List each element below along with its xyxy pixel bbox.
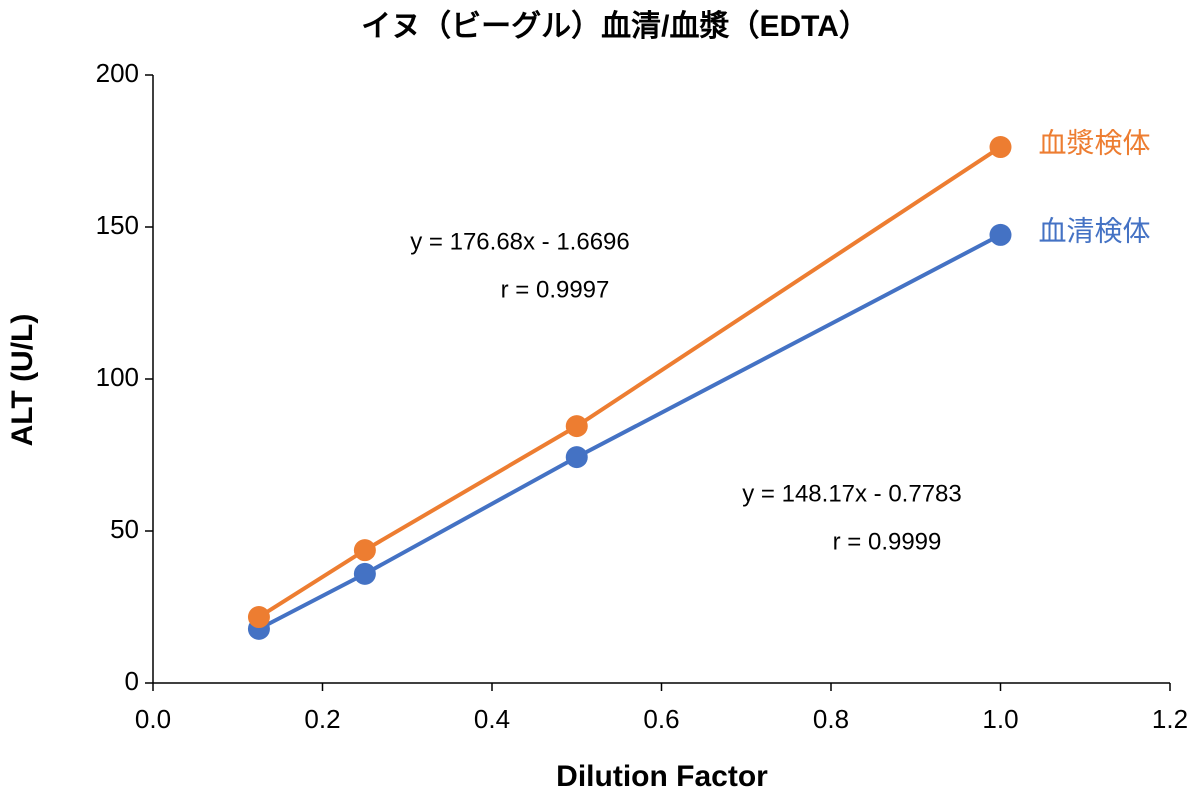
data-point [247,606,270,629]
annotation: r = 0.9997 [501,276,610,303]
y-tick-label: 150 [96,210,139,240]
y-tick-label: 0 [125,666,139,696]
x-tick-label: 1.2 [1152,704,1188,734]
series-label: 血清検体 [1039,215,1151,246]
x-tick-label: 0.0 [135,704,171,734]
series-label: 血漿検体 [1039,127,1151,158]
data-point [989,136,1012,159]
y-tick-label: 200 [96,58,139,88]
data-point [989,223,1012,246]
x-axis-label: Dilution Factor [556,760,768,793]
annotation: y = 148.17x - 0.7783 [742,480,962,507]
annotation: r = 0.9999 [833,528,942,555]
data-point [565,415,588,438]
x-tick-label: 1.0 [982,704,1018,734]
series-line [258,233,1002,631]
x-tick-label: 0.4 [474,704,510,734]
x-tick-label: 0.8 [813,704,849,734]
x-tick-label: 0.6 [643,704,679,734]
data-point [353,539,376,562]
y-tick-label: 50 [110,514,139,544]
y-axis-label: ALT (U/L) [6,314,39,447]
series-line [257,145,1002,619]
annotation: y = 176.68x - 1.6696 [410,228,630,255]
y-tick-label: 100 [96,362,139,392]
data-point [565,446,588,469]
chart-title: イヌ（ビーグル）血清/血漿（EDTA） [361,9,869,43]
data-point [353,562,376,585]
x-tick-label: 0.2 [304,704,340,734]
